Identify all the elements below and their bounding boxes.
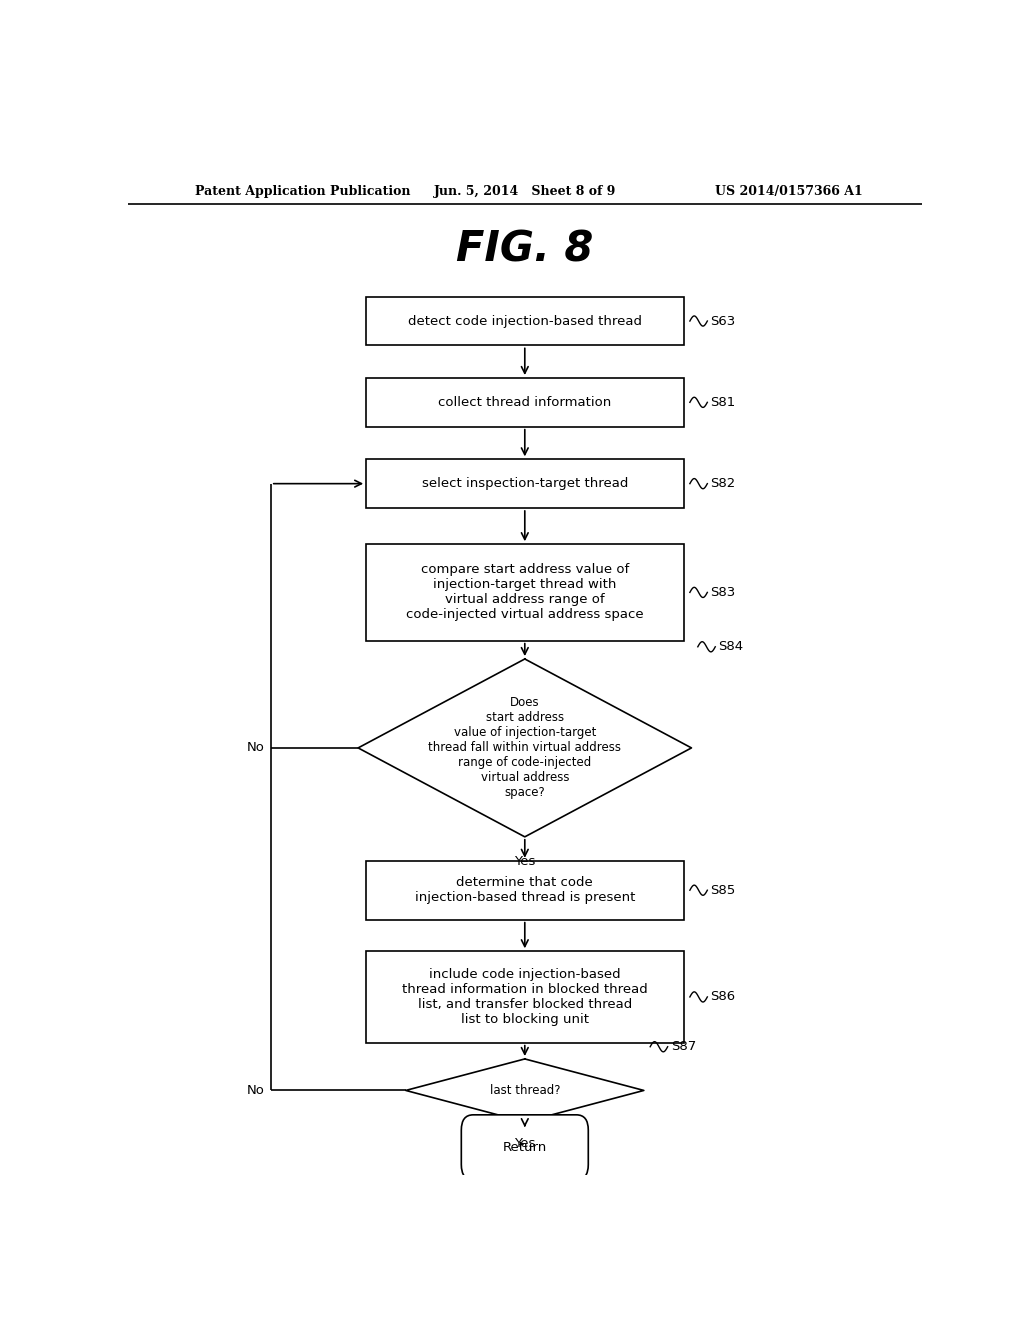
FancyBboxPatch shape (461, 1115, 588, 1180)
Text: FIG. 8: FIG. 8 (456, 228, 594, 271)
Text: Jun. 5, 2014   Sheet 8 of 9: Jun. 5, 2014 Sheet 8 of 9 (433, 185, 615, 198)
Text: select inspection-target thread: select inspection-target thread (422, 477, 628, 490)
Polygon shape (358, 659, 691, 837)
Text: detect code injection-based thread: detect code injection-based thread (408, 314, 642, 327)
Text: S84: S84 (719, 640, 743, 653)
Text: S81: S81 (711, 396, 736, 409)
Text: Yes: Yes (514, 855, 536, 869)
FancyBboxPatch shape (367, 297, 684, 346)
Text: collect thread information: collect thread information (438, 396, 611, 409)
FancyBboxPatch shape (367, 861, 684, 920)
Text: S63: S63 (711, 314, 736, 327)
Text: S87: S87 (671, 1040, 696, 1053)
Text: determine that code
injection-based thread is present: determine that code injection-based thre… (415, 876, 635, 904)
FancyBboxPatch shape (367, 544, 684, 640)
Polygon shape (406, 1059, 644, 1122)
Text: S83: S83 (711, 586, 736, 599)
Text: Return: Return (503, 1140, 547, 1154)
FancyBboxPatch shape (367, 378, 684, 426)
Text: No: No (247, 1084, 264, 1097)
Text: No: No (247, 742, 264, 755)
Text: US 2014/0157366 A1: US 2014/0157366 A1 (715, 185, 863, 198)
Text: compare start address value of
injection-target thread with
virtual address rang: compare start address value of injection… (406, 564, 644, 622)
Text: Yes: Yes (514, 1138, 536, 1150)
Text: S85: S85 (711, 883, 736, 896)
Text: S82: S82 (711, 477, 736, 490)
Text: Does
start address
value of injection-target
thread fall within virtual address
: Does start address value of injection-ta… (428, 697, 622, 800)
FancyBboxPatch shape (367, 952, 684, 1043)
Text: include code injection-based
thread information in blocked thread
list, and tran: include code injection-based thread info… (402, 968, 647, 1026)
Text: last thread?: last thread? (489, 1084, 560, 1097)
Text: Patent Application Publication: Patent Application Publication (196, 185, 411, 198)
FancyBboxPatch shape (367, 459, 684, 508)
Text: S86: S86 (711, 990, 735, 1003)
